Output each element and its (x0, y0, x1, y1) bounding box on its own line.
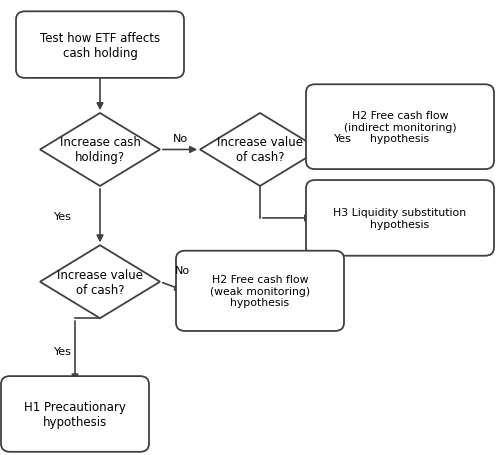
FancyBboxPatch shape (306, 181, 494, 256)
Text: H1 Precautionary
hypothesis: H1 Precautionary hypothesis (24, 400, 126, 428)
Text: Increase cash
holding?: Increase cash holding? (60, 136, 140, 164)
Text: Test how ETF affects
cash holding: Test how ETF affects cash holding (40, 31, 160, 60)
FancyBboxPatch shape (1, 376, 149, 452)
Text: Yes: Yes (334, 134, 351, 144)
Text: H2 Free cash flow
(indirect monitoring)
hypothesis: H2 Free cash flow (indirect monitoring) … (344, 111, 456, 144)
Text: Yes: Yes (54, 211, 72, 221)
Text: Yes: Yes (54, 347, 72, 356)
Polygon shape (40, 246, 160, 318)
Text: Increase value
of cash?: Increase value of cash? (217, 136, 303, 164)
Text: H3 Liquidity substitution
hypothesis: H3 Liquidity substitution hypothesis (334, 207, 466, 229)
FancyBboxPatch shape (16, 12, 184, 79)
Polygon shape (40, 114, 160, 187)
Text: No: No (175, 266, 190, 276)
Text: Increase value
of cash?: Increase value of cash? (57, 268, 143, 296)
Text: H2 Free cash flow
(weak monitoring)
hypothesis: H2 Free cash flow (weak monitoring) hypo… (210, 275, 310, 308)
FancyBboxPatch shape (306, 85, 494, 170)
FancyBboxPatch shape (176, 251, 344, 331)
Polygon shape (200, 114, 320, 187)
Text: No: No (172, 134, 188, 144)
